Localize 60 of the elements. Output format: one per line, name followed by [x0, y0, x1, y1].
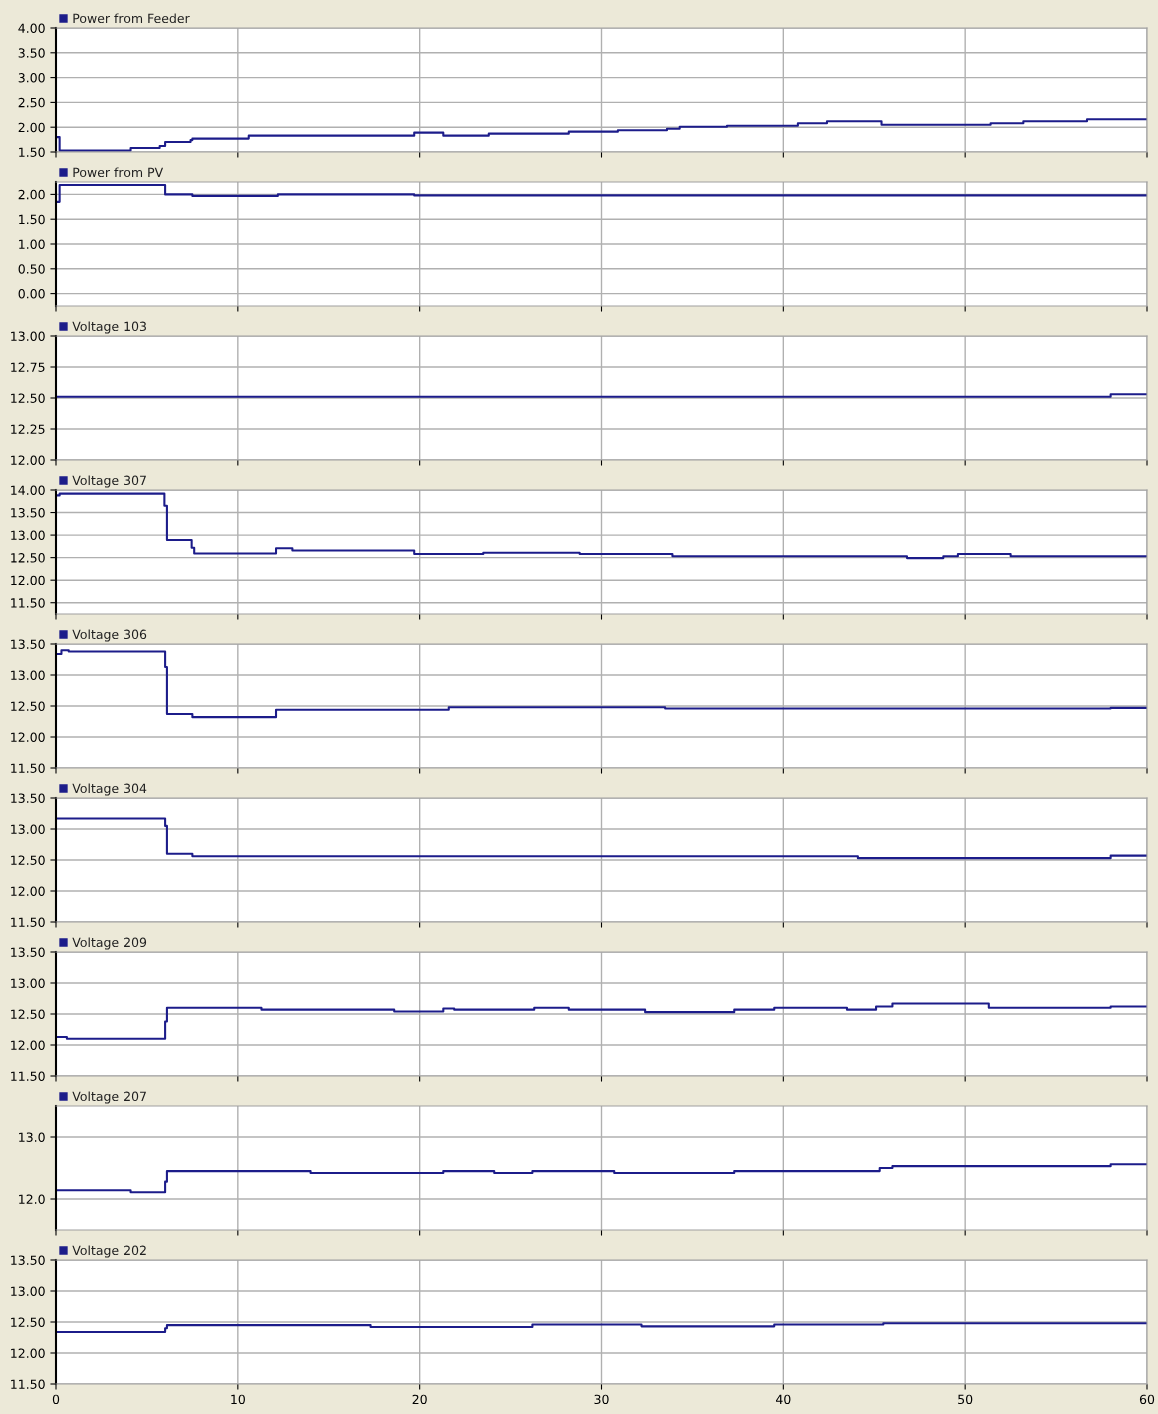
y-tick-label: 12.00 — [11, 886, 45, 896]
y-tick-label: 13.00 — [11, 670, 45, 680]
legend-label: Voltage 304 — [72, 783, 147, 796]
legend-label: Voltage 103 — [72, 321, 146, 334]
x-tick-label: 30 — [594, 1394, 609, 1405]
legend-label: Voltage 207 — [72, 1091, 146, 1104]
x-tick-label: 40 — [775, 1394, 791, 1405]
y-tick-label: 12.50 — [11, 855, 45, 865]
y-tick-label: 14.00 — [11, 485, 45, 495]
y-tick-label: 12.00 — [11, 1040, 45, 1050]
y-tick-label: 11.50 — [11, 1071, 45, 1081]
y-tick-label: 2.00 — [18, 122, 45, 133]
x-tick-label: 0 — [52, 1394, 60, 1405]
y-tick-label: 12.75 — [11, 362, 45, 372]
y-tick-label: 13.50 — [11, 793, 45, 803]
y-tick-label: 1.50 — [19, 214, 45, 225]
y-tick-label: 0.50 — [18, 264, 45, 274]
y-tick-label: 12.25 — [11, 424, 45, 434]
y-tick-label: 13.00 — [11, 824, 45, 834]
y-tick-label: 11.50 — [11, 598, 45, 608]
y-tick-label: 13.00 — [11, 530, 45, 541]
y-tick-label: 11.50 — [11, 917, 45, 927]
y-tick-label: 13.00 — [11, 331, 45, 341]
x-tick-label: 10 — [231, 1394, 245, 1405]
y-tick-label: 11.50 — [11, 1379, 45, 1389]
y-tick-label: 12.00 — [11, 732, 45, 742]
y-tick-label: 12.00 — [11, 575, 45, 586]
y-tick-label: 1.50 — [19, 147, 45, 157]
y-tick-label: 2.50 — [18, 97, 45, 108]
y-tick-label: 12.00 — [11, 1348, 45, 1358]
legend-label: Voltage 306 — [72, 629, 147, 642]
y-tick-label: 4.00 — [18, 23, 45, 33]
y-tick-label: 12.50 — [11, 701, 45, 711]
legend-label: Voltage 307 — [72, 475, 146, 488]
y-tick-label: 1.00 — [19, 239, 45, 249]
y-tick-label: 12.50 — [11, 1317, 45, 1327]
y-tick-label: 13.50 — [11, 947, 45, 957]
y-tick-label: 13.50 — [11, 1255, 45, 1265]
y-tick-label: 11.50 — [11, 763, 45, 773]
y-tick-label: 12.50 — [11, 1009, 45, 1019]
y-tick-label: 12.50 — [11, 393, 45, 403]
y-tick-label: 0.00 — [18, 289, 45, 299]
y-tick-label: 13.00 — [11, 978, 45, 988]
y-tick-label: 12.00 — [11, 455, 45, 465]
legend-label: Power from Feeder — [73, 13, 190, 24]
legend-label: Power from PV — [73, 167, 164, 178]
y-tick-label: 13.00 — [11, 1286, 45, 1296]
y-tick-label: 13.0 — [19, 1132, 45, 1142]
legend-label: Voltage 209 — [72, 937, 147, 950]
x-tick-label: 50 — [958, 1394, 973, 1405]
y-tick-label: 12.0 — [19, 1194, 45, 1204]
y-tick-label: 13.50 — [11, 639, 45, 649]
y-tick-label: 3.50 — [18, 48, 45, 58]
legend-label: Voltage 202 — [72, 1245, 146, 1258]
x-tick-label: 60 — [1139, 1394, 1155, 1405]
y-tick-label: 2.00 — [18, 189, 45, 200]
y-tick-label: 3.00 — [18, 73, 45, 83]
y-tick-label: 13.50 — [11, 508, 45, 518]
y-tick-label: 12.50 — [11, 553, 45, 563]
x-tick-label: 20 — [412, 1394, 427, 1405]
